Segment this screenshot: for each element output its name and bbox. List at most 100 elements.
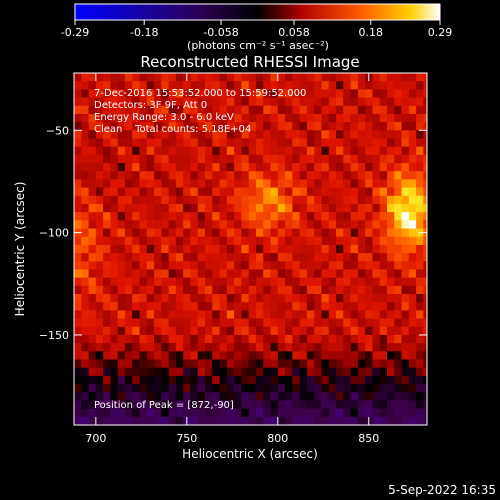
heatmap-cell bbox=[154, 146, 162, 156]
heatmap-cell bbox=[183, 228, 192, 238]
heatmap-cell bbox=[175, 113, 184, 123]
heatmap-cell bbox=[292, 187, 301, 197]
heatmap-cell bbox=[103, 277, 111, 287]
heatmap-cell bbox=[350, 244, 359, 254]
heatmap-cell bbox=[328, 154, 337, 164]
heatmap-cell bbox=[154, 187, 162, 197]
heatmap-cell bbox=[190, 146, 199, 156]
heatmap-cell bbox=[110, 154, 119, 164]
heatmap-cell bbox=[285, 375, 293, 385]
heatmap-cell bbox=[161, 244, 170, 254]
heatmap-cell bbox=[306, 195, 315, 205]
heatmap-cell bbox=[139, 89, 148, 99]
heatmap-cell bbox=[226, 408, 235, 418]
heatmap-cell bbox=[350, 384, 359, 393]
heatmap-cell bbox=[423, 253, 427, 262]
heatmap-cell bbox=[292, 400, 301, 410]
heatmap-cell bbox=[357, 89, 366, 99]
heatmap-cell bbox=[292, 73, 301, 82]
heatmap-cell bbox=[357, 138, 366, 148]
heatmap-cell bbox=[336, 138, 344, 148]
heatmap-cell bbox=[103, 203, 111, 213]
heatmap-cell bbox=[321, 73, 330, 82]
heatmap-cell bbox=[379, 113, 388, 123]
heatmap-cell bbox=[299, 367, 308, 377]
heatmap-cell bbox=[154, 105, 162, 115]
heatmap-cell bbox=[248, 187, 257, 197]
heatmap-cell bbox=[394, 171, 403, 181]
heatmap-cell bbox=[357, 392, 366, 402]
heatmap-cell bbox=[226, 302, 235, 311]
heatmap-cell bbox=[74, 154, 82, 164]
heatmap-cell bbox=[343, 236, 352, 246]
heatmap-cell bbox=[336, 236, 344, 246]
heatmap-cell bbox=[321, 359, 330, 369]
heatmap-cell bbox=[336, 171, 344, 181]
heatmap-cell bbox=[314, 384, 323, 393]
heatmap-cell bbox=[183, 195, 192, 205]
heatmap-cell bbox=[299, 73, 308, 82]
heatmap-cell bbox=[299, 375, 308, 385]
heatmap-cell bbox=[110, 73, 119, 82]
heatmap-cell bbox=[146, 261, 155, 271]
heatmap-cell bbox=[212, 392, 221, 402]
heatmap-cell bbox=[372, 220, 381, 230]
heatmap-cell bbox=[321, 384, 330, 393]
heatmap-cell bbox=[88, 294, 97, 303]
heatmap-cell bbox=[117, 408, 126, 418]
heatmap-cell bbox=[132, 302, 141, 311]
heatmap-cell bbox=[277, 236, 286, 246]
heatmap-cell bbox=[234, 195, 242, 205]
heatmap-cell bbox=[154, 359, 162, 369]
heatmap-cell bbox=[110, 392, 119, 402]
heatmap-cell bbox=[117, 179, 126, 189]
heatmap-cell bbox=[212, 261, 221, 271]
heatmap-cell bbox=[168, 163, 177, 172]
heatmap-cell bbox=[357, 130, 366, 140]
heatmap-cell bbox=[292, 416, 301, 425]
heatmap-cell bbox=[241, 220, 250, 230]
heatmap-cell bbox=[190, 302, 199, 311]
heatmap-cell bbox=[386, 351, 395, 361]
heatmap-cell bbox=[139, 384, 148, 393]
heatmap-cell bbox=[372, 212, 381, 221]
heatmap-cell bbox=[270, 138, 279, 148]
heatmap-cell bbox=[394, 212, 403, 221]
heatmap-cell bbox=[154, 375, 162, 385]
heatmap-cell bbox=[306, 236, 315, 246]
heatmap-cell bbox=[277, 73, 286, 82]
heatmap-cell bbox=[321, 302, 330, 311]
heatmap-cell bbox=[263, 113, 272, 123]
heatmap-cell bbox=[117, 392, 126, 402]
heatmap-cell bbox=[146, 163, 155, 172]
heatmap-cell bbox=[292, 392, 301, 402]
heatmap-cell bbox=[270, 154, 279, 164]
heatmap-cell bbox=[103, 310, 111, 320]
heatmap-cell bbox=[277, 326, 286, 336]
heatmap-cell bbox=[197, 310, 206, 320]
heatmap-cell bbox=[357, 81, 366, 90]
heatmap-cell bbox=[285, 220, 293, 230]
heatmap-cell bbox=[277, 277, 286, 287]
heatmap-cell bbox=[270, 146, 279, 156]
heatmap-cell bbox=[372, 228, 381, 238]
heatmap-cell bbox=[365, 89, 374, 99]
heatmap-cell bbox=[394, 97, 403, 107]
heatmap-cell bbox=[132, 392, 141, 402]
heatmap-cell bbox=[95, 318, 104, 328]
heatmap-cell bbox=[139, 416, 148, 425]
heatmap-cell bbox=[117, 285, 126, 295]
heatmap-cell bbox=[277, 367, 286, 377]
heatmap-cell bbox=[175, 392, 184, 402]
heatmap-cell bbox=[408, 310, 417, 320]
heatmap-cell bbox=[132, 212, 141, 221]
heatmap-cell bbox=[357, 220, 366, 230]
heatmap-cell bbox=[255, 253, 264, 262]
heatmap-cell bbox=[190, 105, 199, 115]
heatmap-cell bbox=[117, 326, 126, 336]
heatmap-cell bbox=[197, 294, 206, 303]
heatmap-cell bbox=[205, 105, 213, 115]
heatmap-cell bbox=[401, 187, 410, 197]
heatmap-cell bbox=[212, 375, 221, 385]
heatmap-cell bbox=[110, 294, 119, 303]
